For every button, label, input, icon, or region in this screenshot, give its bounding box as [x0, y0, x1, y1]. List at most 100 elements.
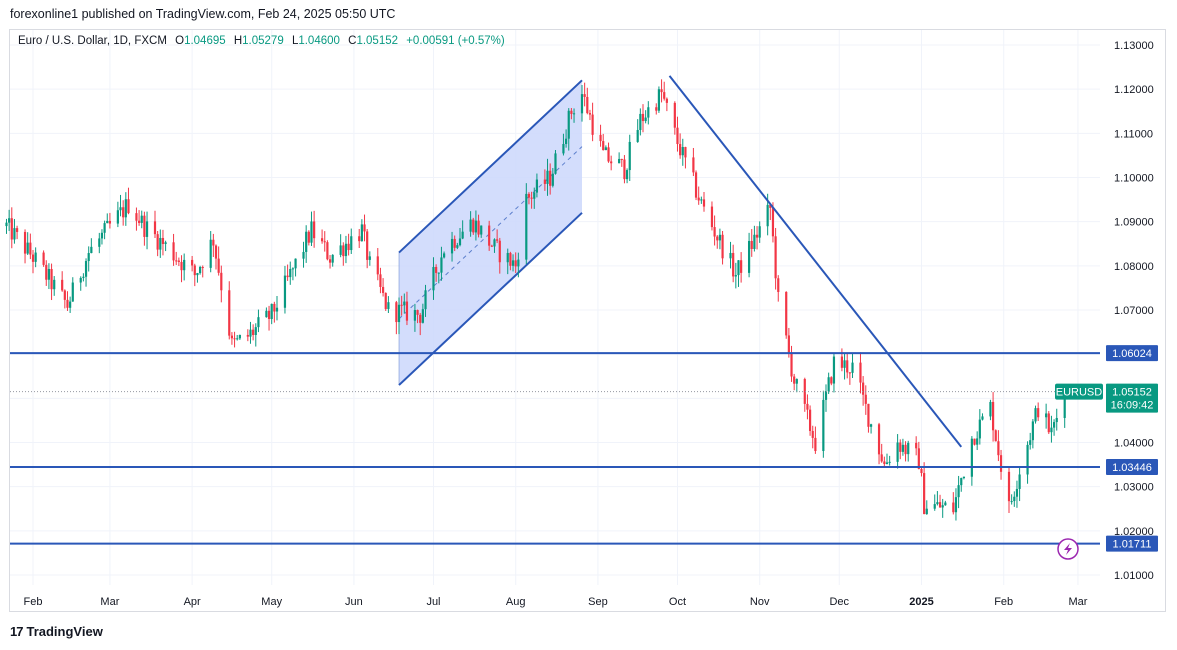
- y-tick-label: 1.03000: [1114, 482, 1154, 494]
- x-tick-label: Mar: [1068, 596, 1087, 608]
- candle-body: [5, 222, 8, 227]
- x-tick-label: Apr: [184, 596, 201, 608]
- candle-body: [525, 193, 528, 260]
- candle-body: [981, 416, 984, 420]
- candle-body: [275, 307, 279, 312]
- candle-body: [1029, 440, 1032, 445]
- candle-body: [901, 444, 905, 452]
- x-tick-label: Aug: [506, 596, 526, 608]
- candle-body: [896, 442, 899, 462]
- y-tick-label: 1.07000: [1114, 305, 1154, 317]
- symbol-name[interactable]: Euro / U.S. Dollar, 1D, FXCM: [18, 35, 167, 47]
- candle-body: [623, 159, 626, 180]
- candle-body: [954, 497, 958, 513]
- candle-body: [326, 242, 329, 260]
- candle-body: [98, 238, 101, 247]
- candle-body: [694, 172, 698, 198]
- candle-body: [87, 253, 90, 262]
- candle-body: [917, 448, 920, 469]
- tradingview-footer[interactable]: 17 TradingView: [10, 624, 103, 639]
- candle-body: [34, 252, 37, 262]
- candle-body: [610, 161, 613, 164]
- candle-body: [1013, 496, 1016, 502]
- candle-body: [602, 141, 605, 151]
- candle-body: [628, 141, 631, 171]
- candle-body: [122, 207, 125, 218]
- candle-body: [328, 259, 332, 263]
- trend-line: [668, 75, 963, 448]
- close-label: C: [348, 35, 357, 47]
- candle-body: [289, 269, 292, 278]
- candle-body: [607, 147, 610, 162]
- candle-body: [740, 260, 743, 273]
- candle-body: [822, 399, 825, 452]
- candle-body: [135, 213, 138, 221]
- candle-body: [246, 334, 249, 337]
- candle-body: [962, 476, 966, 479]
- candle-body: [721, 234, 724, 259]
- candle-body: [771, 207, 775, 237]
- candle-body: [198, 266, 202, 274]
- candle-body: [543, 179, 546, 184]
- candle-body: [618, 158, 621, 164]
- x-tick-label: May: [261, 596, 282, 608]
- close-value: 1.05152: [356, 35, 399, 47]
- candle-body: [790, 352, 793, 377]
- chart-frame: [9, 29, 1166, 612]
- candle-body: [864, 394, 867, 404]
- x-tick-label: Nov: [750, 596, 770, 608]
- candle-body: [233, 338, 236, 340]
- candle-body: [286, 275, 289, 278]
- x-tick-label: Sep: [588, 596, 608, 608]
- candle-body: [843, 360, 846, 368]
- candle-body: [127, 199, 130, 214]
- candle-body: [551, 173, 554, 186]
- y-tick-label: 1.10000: [1114, 173, 1154, 185]
- candle-body: [936, 502, 939, 505]
- candle-body: [26, 242, 29, 254]
- change-value: +0.00591 (+0.57%): [406, 35, 505, 47]
- candle-body: [302, 251, 305, 259]
- candle-body: [899, 442, 902, 452]
- candle-body: [103, 223, 106, 233]
- candle-body: [999, 455, 1003, 472]
- candle-body: [23, 231, 27, 254]
- candle-body: [339, 245, 342, 255]
- candle-body: [989, 401, 992, 417]
- candle-body: [655, 107, 658, 111]
- candle-body: [753, 234, 756, 249]
- candle-body: [145, 221, 149, 237]
- candle-body: [530, 197, 533, 199]
- x-tick-label: 2025: [909, 596, 933, 608]
- candle-body: [808, 409, 812, 431]
- candle-body: [777, 278, 780, 292]
- candle-body: [944, 502, 947, 506]
- candle-body: [143, 215, 146, 237]
- candle-body: [877, 424, 881, 455]
- candle-body: [824, 391, 828, 400]
- candle-body: [42, 252, 45, 265]
- low-label: L: [291, 35, 299, 47]
- candle-body: [679, 144, 682, 156]
- candle-body: [572, 113, 576, 115]
- lightning-icon: [1057, 538, 1079, 560]
- candle-body: [729, 252, 732, 259]
- candle-body: [994, 430, 997, 442]
- candle-body: [320, 238, 324, 242]
- candle-body: [997, 441, 1000, 456]
- y-tick-label: 1.08000: [1114, 261, 1154, 273]
- y-tick-label: 1.04000: [1114, 438, 1154, 450]
- candle-body: [506, 252, 509, 263]
- candle-body: [1037, 408, 1040, 418]
- candle-body: [82, 276, 85, 278]
- candle-body: [13, 228, 16, 240]
- candle-body: [156, 234, 159, 250]
- candle-body: [978, 419, 981, 439]
- candle-body: [970, 438, 973, 477]
- candle-body: [50, 268, 53, 290]
- candle-body: [15, 228, 19, 232]
- candle-body: [1031, 421, 1034, 441]
- candle-body: [472, 219, 475, 233]
- candle-body: [305, 231, 308, 252]
